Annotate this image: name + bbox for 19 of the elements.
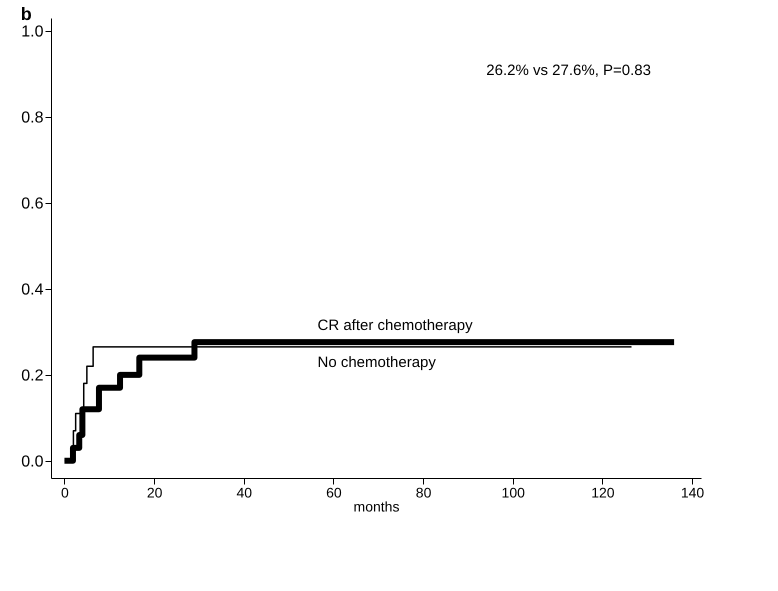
x-tick-label: 80 (416, 484, 432, 500)
y-tick-label: 1.0 (21, 23, 44, 40)
y-tick-label: 0.4 (21, 281, 44, 298)
x-tick-label: 140 (680, 484, 704, 500)
x-tick-label: 0 (61, 484, 70, 500)
series-label: No chemotherapy (318, 354, 436, 371)
x-tick-label: 60 (326, 484, 342, 500)
y-tick-label: 0.0 (21, 453, 44, 470)
x-tick-label: 20 (146, 484, 163, 500)
y-tick-label: 0.8 (21, 109, 44, 126)
y-tick-label: 0.2 (21, 367, 44, 384)
chart-title: b (20, 4, 32, 24)
series-label: CR after chemotherapy (318, 317, 474, 334)
annotation: 26.2% vs 27.6%, P=0.83 (486, 62, 651, 79)
x-axis-title: months (354, 498, 400, 514)
x-tick-label: 100 (502, 484, 526, 500)
y-tick-label: 0.6 (21, 195, 44, 212)
x-tick-label: 120 (591, 484, 615, 500)
x-tick-label: 40 (236, 484, 252, 500)
